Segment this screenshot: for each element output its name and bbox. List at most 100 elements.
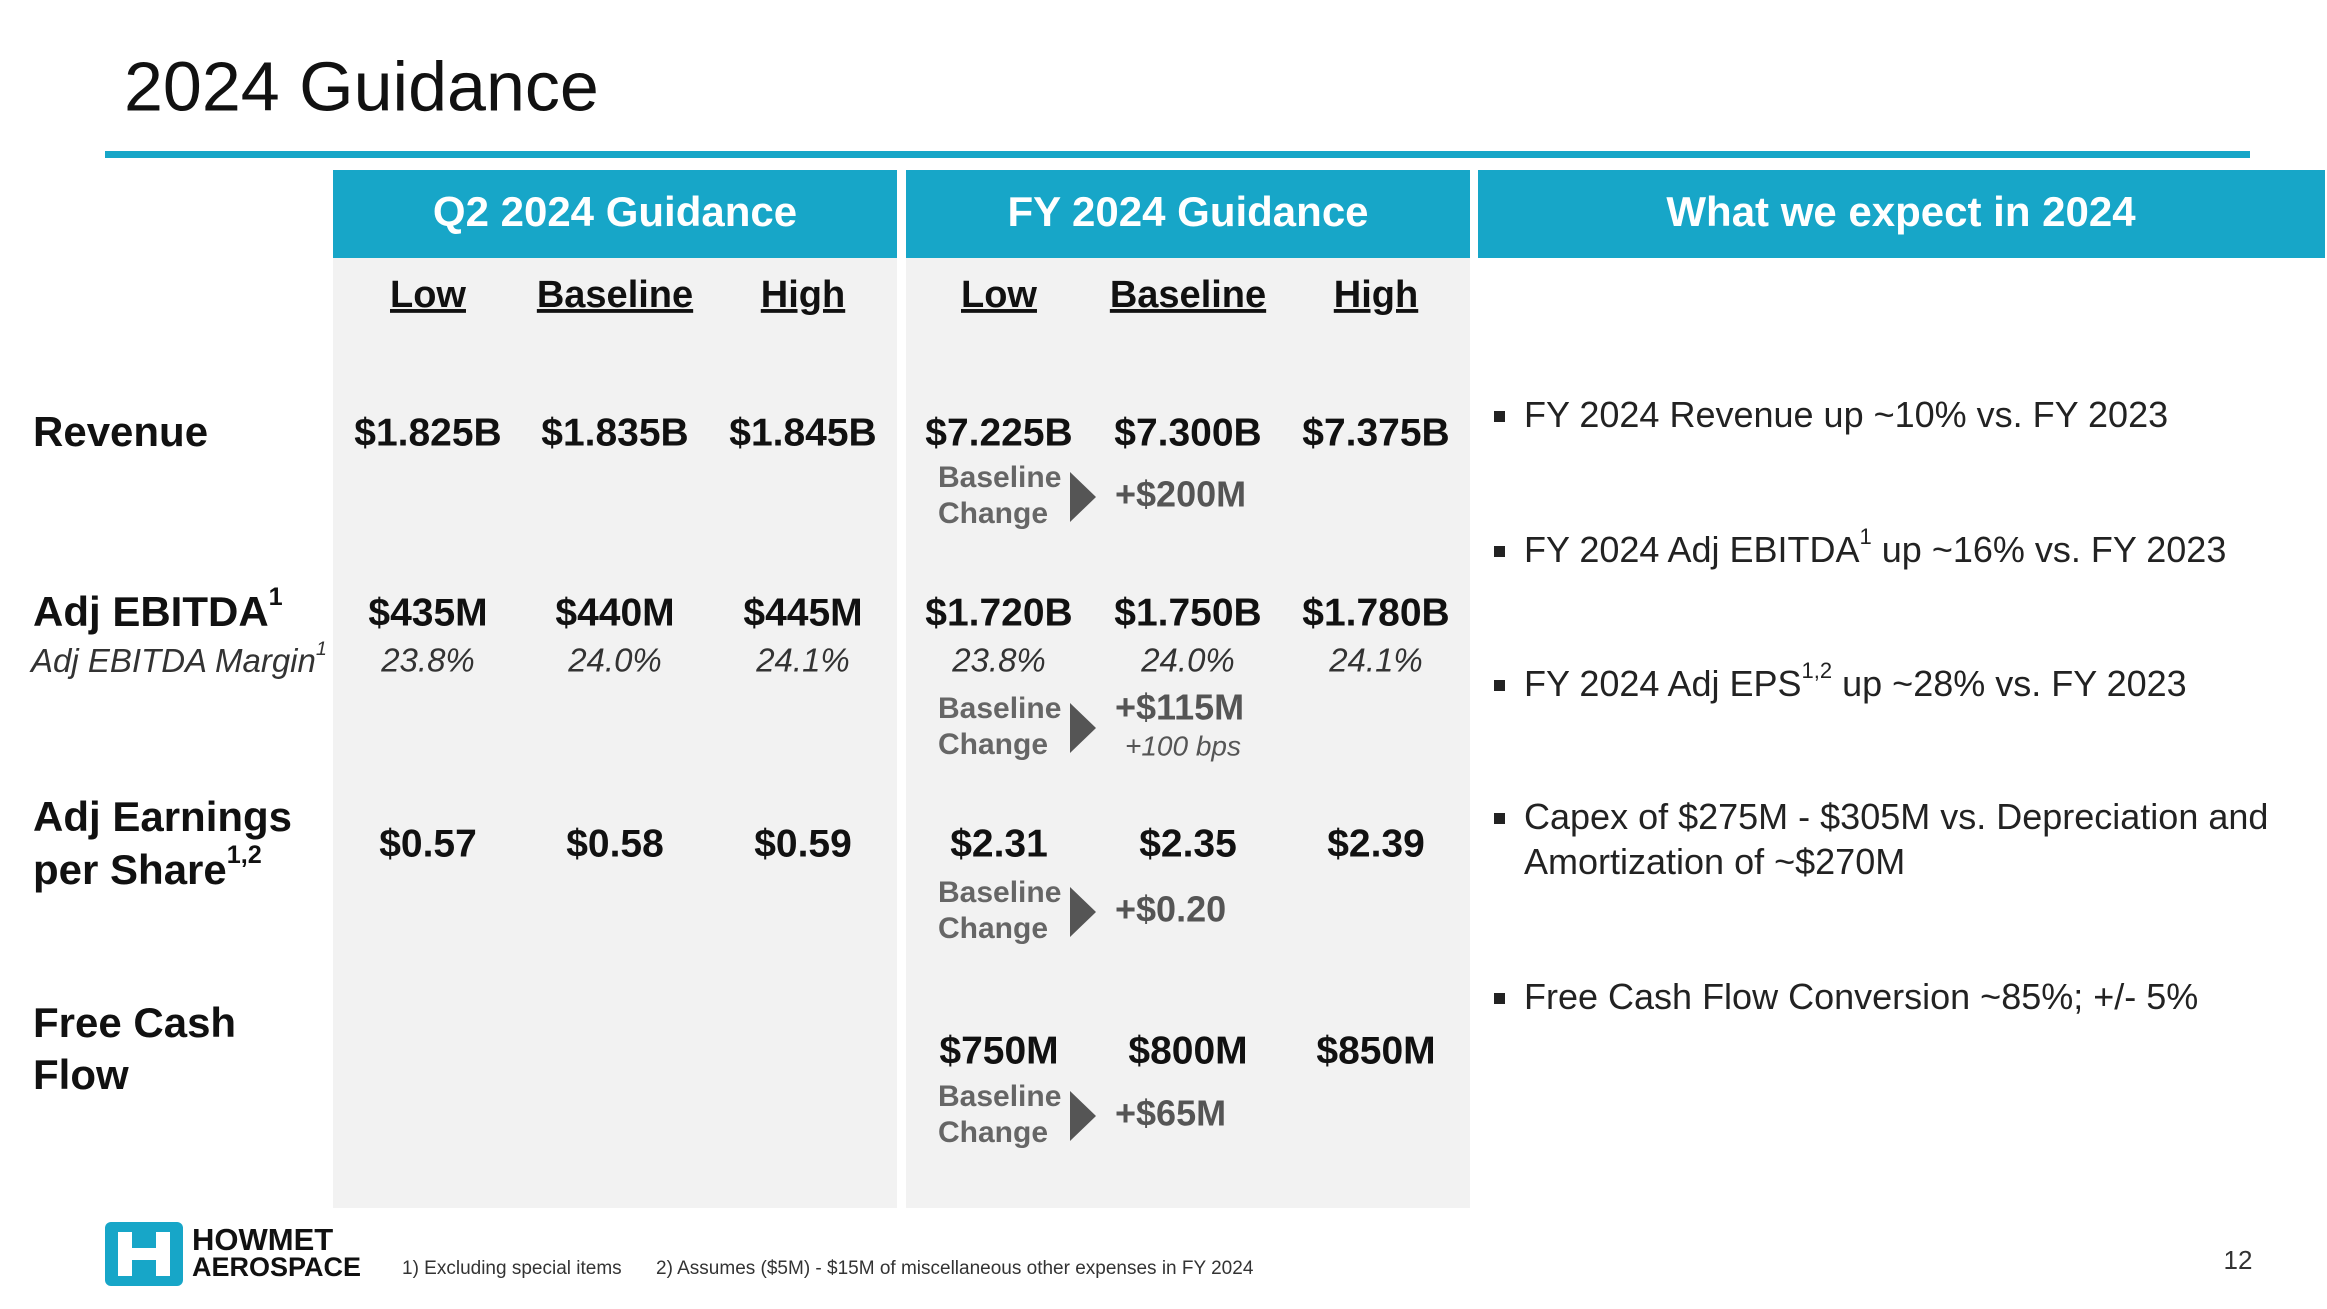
q2-value: $0.59 [754,822,852,865]
fy-value: $1.780B [1302,591,1449,634]
change-arrow [1070,703,1096,753]
fy-value: $1.750B [1114,591,1261,634]
row-label-text: per Share [33,846,227,893]
bullet-text: Capex of $275M - $305M vs. Depreciation … [1524,796,2268,837]
column-header: Q2 2024 Guidance [433,188,797,235]
q2-value: $1.845B [729,411,876,454]
superscript: 1 [269,583,283,611]
column-subheader: Low [961,274,1037,316]
change-label: Change [938,497,1048,530]
q2-margin: 24.0% [567,642,662,679]
bullet-text: FY 2024 Adj EPS1,2 up ~28% vs. FY 2023 [1524,658,2187,704]
bullet-text: FY 2024 Adj EBITDA1 up ~16% vs. FY 2023 [1524,524,2226,570]
bullet-marker [1494,813,1505,824]
bullet-text-part: up ~28% vs. FY 2023 [1832,663,2187,704]
bullet-text-part: Amortization of ~$270M [1524,841,1905,882]
bullet-text: Amortization of ~$270M [1524,841,1905,882]
fy-margin: 24.1% [1328,642,1423,679]
change-value: +$115M [1115,687,1244,728]
change-arrow [1070,472,1096,522]
fy-header [906,170,1470,258]
fy-value: $2.39 [1327,822,1425,865]
bullet-text-part: FY 2024 Adj EPS [1524,663,1802,704]
bullet-marker [1494,993,1505,1004]
q2-header [333,170,897,258]
change-arrow [1070,887,1096,937]
page-number: 12 [2224,1245,2253,1275]
change-label: Change [938,728,1048,761]
row-label-text: Flow [33,1051,129,1098]
row-label: Adj EBITDA1 [33,583,283,635]
superscript: 1 [316,638,327,660]
logo-text: AEROSPACE [192,1252,361,1282]
row-label: Revenue [33,408,208,455]
change-label: Baseline [938,876,1061,909]
q2-value: $445M [743,591,862,634]
fy-value: $7.300B [1114,411,1261,454]
q2-value: $440M [555,591,674,634]
bullet-marker [1494,411,1505,422]
row-label: Flow [33,1051,129,1098]
bullet-text: FY 2024 Revenue up ~10% vs. FY 2023 [1524,394,2168,435]
fy-value: $7.225B [925,411,1072,454]
column-subheader: High [761,274,845,316]
column-header: FY 2024 Guidance [1007,188,1368,235]
row-label-text: Adj EBITDA [33,588,269,635]
logo [105,1222,183,1286]
fy-value: $7.375B [1302,411,1449,454]
change-note: +100 bps [1125,730,1241,761]
change-value: +$0.20 [1115,889,1226,930]
superscript: 1,2 [1802,658,1833,683]
bullet-text-part: FY 2024 Adj EBITDA [1524,529,1860,570]
row-label-text: Adj Earnings [33,793,292,840]
q2-panel [333,258,897,1208]
title-rule [105,151,2250,158]
logo-mark [118,1248,170,1260]
row-label: Free Cash [33,999,236,1046]
row-sublabel: Adj EBITDA Margin1 [29,638,327,679]
change-label: Baseline [938,461,1061,494]
column-subheader: High [1334,274,1418,316]
bullet-marker [1494,680,1505,691]
column-subheader: Baseline [537,274,693,316]
q2-value: $435M [368,591,487,634]
change-label: Baseline [938,1080,1061,1113]
fy-margin: 23.8% [951,642,1046,679]
fy-value: $750M [939,1029,1058,1072]
expect-header [1478,170,2325,258]
fy-value: $850M [1316,1029,1435,1072]
fy-value: $2.31 [950,822,1048,865]
row-label: per Share1,2 [33,841,262,893]
q2-value: $0.57 [379,822,477,865]
footnote: 2) Assumes ($5M) - $15M of miscellaneous… [656,1258,1254,1279]
column-header: What we expect in 2024 [1666,188,2136,235]
row-sublabel-text: Adj EBITDA Margin [29,642,316,679]
change-label: Change [938,912,1048,945]
fy-value: $800M [1128,1029,1247,1072]
bullet-text-part: Capex of $275M - $305M vs. Depreciation … [1524,796,2268,837]
bullet-text: Free Cash Flow Conversion ~85%; +/- 5% [1524,976,2198,1017]
fy-value: $2.35 [1139,822,1237,865]
footnote: 1) Excluding special items [402,1258,622,1279]
title: 2024 Guidance [124,47,599,125]
superscript: 1 [1860,524,1872,549]
row-label: Adj Earnings [33,793,292,840]
row-label-text: Free Cash [33,999,236,1046]
change-value: +$200M [1115,474,1246,515]
fy-panel [906,258,1470,1208]
change-arrow [1070,1091,1096,1141]
logo-text: HOWMET [192,1222,333,1257]
bullet-text-part: FY 2024 Revenue up ~10% vs. FY 2023 [1524,394,2168,435]
column-subheader: Baseline [1110,274,1266,316]
fy-margin: 24.0% [1140,642,1235,679]
fy-value: $1.720B [925,591,1072,634]
q2-margin: 23.8% [380,642,475,679]
bullet-text-part: Free Cash Flow Conversion ~85%; +/- 5% [1524,976,2198,1017]
change-value: +$65M [1115,1093,1226,1134]
bullet-marker [1494,546,1505,557]
q2-value: $0.58 [566,822,664,865]
q2-value: $1.825B [354,411,501,454]
bullet-text-part: up ~16% vs. FY 2023 [1872,529,2227,570]
q2-value: $1.835B [541,411,688,454]
